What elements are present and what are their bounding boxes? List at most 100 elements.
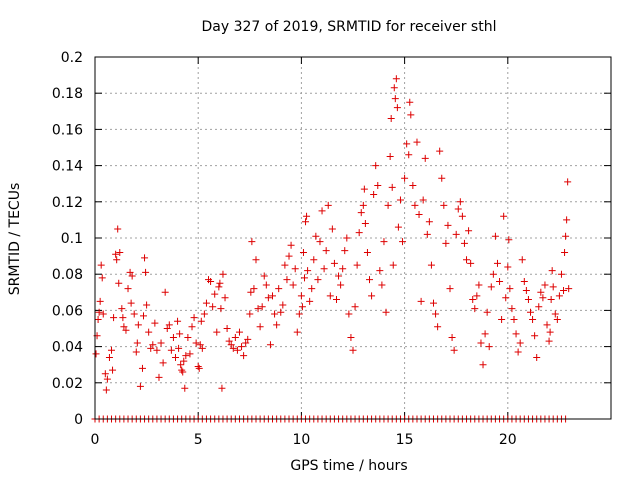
data-point (389, 261, 397, 269)
data-point (247, 288, 255, 296)
data-point (432, 310, 440, 318)
data-point (421, 154, 429, 162)
data-point (250, 285, 258, 293)
y-tick-label: 0.02 (52, 376, 83, 392)
data-point (376, 267, 384, 275)
data-point (132, 348, 140, 356)
data-point (175, 344, 183, 352)
data-point (361, 220, 369, 228)
data-point (562, 232, 570, 240)
x-tick-label: 20 (499, 432, 517, 448)
data-point (541, 281, 549, 289)
y-tick-label: 0.12 (52, 195, 83, 211)
data-point (271, 310, 279, 318)
data-point (335, 272, 343, 280)
data-point (252, 256, 260, 264)
data-point (546, 328, 554, 336)
data-point (115, 279, 123, 287)
data-point (399, 238, 407, 246)
data-point (136, 382, 144, 390)
data-point (244, 335, 252, 343)
data-point (458, 212, 466, 220)
data-point (141, 254, 149, 262)
data-point (198, 344, 206, 352)
data-point (446, 285, 454, 293)
data-point (176, 330, 184, 338)
data-point (548, 267, 556, 275)
data-point (378, 281, 386, 289)
data-point (366, 276, 374, 284)
data-point (155, 373, 163, 381)
data-point (99, 310, 107, 318)
data-point (357, 209, 365, 217)
data-point (469, 296, 477, 304)
data-point (197, 317, 205, 325)
data-point (407, 111, 415, 119)
data-point (347, 334, 355, 342)
data-point (119, 314, 127, 322)
data-point (171, 353, 179, 361)
data-point (425, 218, 433, 226)
data-point (116, 248, 124, 256)
data-point (118, 305, 126, 313)
grid-lines (95, 57, 611, 419)
data-point (477, 339, 485, 347)
data-point (124, 285, 132, 293)
data-point (149, 341, 157, 349)
data-point (429, 299, 437, 307)
data-point (514, 348, 522, 356)
data-point (465, 227, 473, 235)
data-point (491, 232, 499, 240)
data-point (163, 325, 171, 332)
data-point (539, 294, 547, 302)
data-point (177, 361, 185, 369)
data-point (202, 299, 210, 307)
data-point (219, 270, 227, 278)
data-point (555, 292, 563, 300)
data-point (297, 292, 305, 300)
data-point (312, 232, 320, 240)
data-point (401, 174, 409, 182)
data-point (549, 283, 557, 291)
data-point (543, 321, 551, 329)
data-point (97, 261, 105, 269)
data-point (487, 283, 495, 291)
data-point (190, 314, 198, 322)
data-point (310, 256, 318, 264)
data-point (413, 138, 421, 146)
data-point (275, 285, 283, 293)
x-axis-label: GPS time / hours (290, 458, 407, 474)
data-point (427, 261, 435, 269)
data-point (109, 366, 117, 374)
axis-ticks: 0 0.02 0.04 0.06 0.08 0.1 0.12 0.14 0.16 0.18 0.2 0… (52, 50, 611, 448)
data-point (448, 334, 456, 342)
data-point (260, 272, 268, 280)
data-point (269, 292, 277, 300)
data-point (500, 212, 508, 220)
data-point (128, 272, 136, 280)
data-point (328, 225, 336, 233)
data-point (380, 238, 388, 246)
data-point (370, 191, 378, 199)
data-point (332, 296, 340, 304)
data-point (262, 281, 270, 289)
data-point (504, 263, 512, 271)
data-points (91, 75, 573, 423)
data-point (522, 286, 530, 294)
data-point (415, 210, 423, 218)
data-point (196, 341, 204, 349)
data-point (406, 98, 414, 106)
data-point (103, 375, 111, 383)
data-point (531, 332, 539, 340)
data-point (545, 337, 553, 345)
data-point (535, 303, 543, 311)
data-point (102, 386, 110, 394)
data-point (94, 315, 102, 323)
data-point (248, 238, 256, 246)
data-point (167, 346, 175, 354)
data-point (372, 162, 380, 170)
data-point (374, 182, 382, 190)
y-tick-label: 0.1 (61, 231, 83, 247)
data-point (242, 339, 250, 347)
data-point (450, 346, 458, 354)
